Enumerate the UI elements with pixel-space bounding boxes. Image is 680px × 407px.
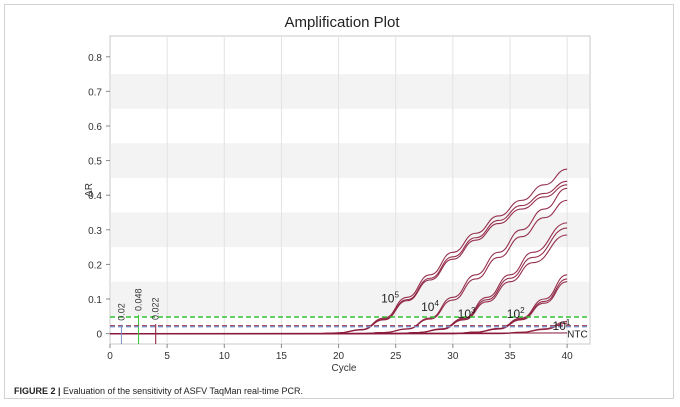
y-tick-label: 0.4 — [88, 191, 102, 202]
y-tick-label: 0 — [96, 330, 102, 341]
y-tick-label: 0.7 — [88, 87, 102, 98]
x-tick-label: 25 — [390, 351, 402, 362]
dilution-base: 10 — [381, 291, 395, 305]
x-tick-label: 15 — [276, 351, 288, 362]
x-tick-label: 10 — [219, 351, 231, 362]
y-axis-label: ΔR — [84, 183, 95, 197]
grid-band — [111, 74, 589, 109]
figure-frame — [4, 4, 674, 399]
caption-text: Evaluation of the sensitivity of ASFV Ta… — [60, 386, 303, 396]
dilution-exponent: 3 — [471, 306, 476, 315]
dilution-base: 10 — [421, 300, 435, 314]
x-tick-label: 5 — [164, 351, 170, 362]
amplification-curve — [109, 332, 568, 335]
dilution-label: 102 — [507, 306, 525, 321]
x-tick-label: 30 — [447, 351, 459, 362]
y-tick-label: 0.1 — [88, 295, 102, 306]
dilution-base: 10 — [458, 307, 472, 321]
dilution-exponent: 4 — [434, 299, 439, 308]
threshold-label: 0.022 — [151, 297, 161, 320]
grid-band — [111, 281, 589, 317]
y-tick-label: 0.5 — [88, 157, 102, 168]
dilution-label: 101 — [553, 318, 571, 333]
y-tick-label: 0.2 — [88, 260, 102, 271]
figure-caption: FIGURE 2 | Evaluation of the sensitivity… — [14, 386, 303, 396]
x-axis-label: Cycle — [331, 363, 356, 374]
dilution-exponent: 2 — [520, 306, 525, 315]
y-tick-label: 0.3 — [88, 226, 102, 237]
threshold-label: 0.02 — [116, 303, 126, 321]
threshold-label: 0.048 — [134, 288, 144, 311]
dilution-base: 10 — [553, 319, 567, 333]
dilution-exponent: 1 — [566, 318, 571, 327]
x-tick-label: 35 — [504, 351, 516, 362]
curve-group — [109, 168, 568, 335]
dilution-label: 103 — [458, 306, 476, 321]
dilution-base: 10 — [507, 307, 521, 321]
chart-title: Amplification Plot — [284, 14, 400, 31]
y-tick-label: 0.6 — [88, 122, 102, 133]
x-tick-label: 40 — [562, 351, 574, 362]
ntc-label: NTC — [567, 330, 588, 341]
x-tick-label: 0 — [107, 351, 113, 362]
dilution-label: 105 — [381, 290, 399, 305]
x-tick-label: 20 — [333, 351, 345, 362]
caption-label: FIGURE 2 | — [14, 386, 61, 396]
dilution-exponent: 5 — [394, 290, 399, 299]
y-tick-label: 0.8 — [88, 53, 102, 64]
grid-band — [111, 212, 589, 248]
dilution-label: 104 — [421, 299, 439, 314]
grid-band — [111, 143, 589, 178]
